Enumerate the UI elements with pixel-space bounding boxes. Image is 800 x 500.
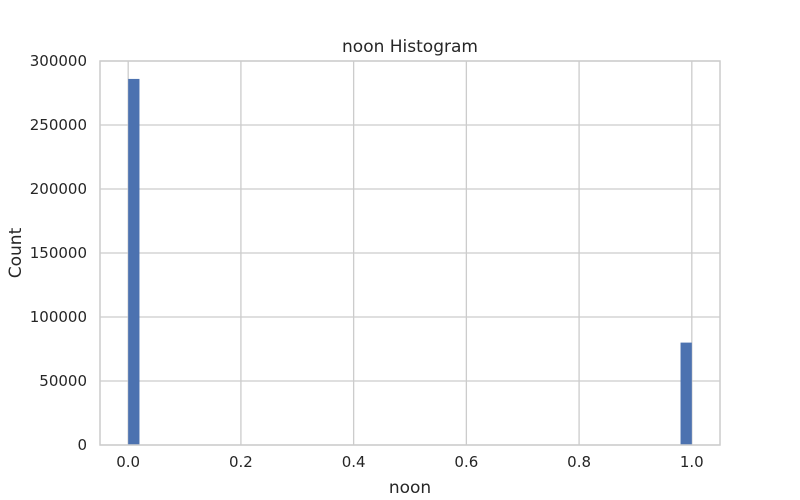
y-tick-label: 200000 [30,180,87,198]
x-tick-label: 0.8 [567,453,591,471]
x-axis-label: noon [389,478,431,498]
x-tick-label: 0.2 [229,453,253,471]
y-tick-label: 250000 [30,116,87,134]
histogram-bar [680,342,692,445]
y-axis-label: Count [6,227,26,278]
y-tick-label: 100000 [30,308,87,326]
histogram-bars [128,78,692,446]
histogram-bar [128,78,140,446]
x-tick-label: 0.0 [116,453,140,471]
y-tick-label: 0 [77,436,87,454]
plot-frame [99,60,721,446]
x-axis-ticks: 0.0 0.2 0.4 0.6 0.8 1.0 [116,453,703,471]
x-tick-label: 0.6 [454,453,478,471]
x-tick-label: 0.4 [342,453,366,471]
y-tick-label: 150000 [30,244,87,262]
y-axis-ticks: 0 50000 100000 150000 200000 250000 300000 [30,52,87,454]
y-tick-label: 50000 [39,372,87,390]
chart-title: noon Histogram [342,37,478,57]
grid-lines [100,60,720,446]
x-tick-label: 1.0 [680,453,704,471]
y-tick-label: 300000 [30,52,87,70]
